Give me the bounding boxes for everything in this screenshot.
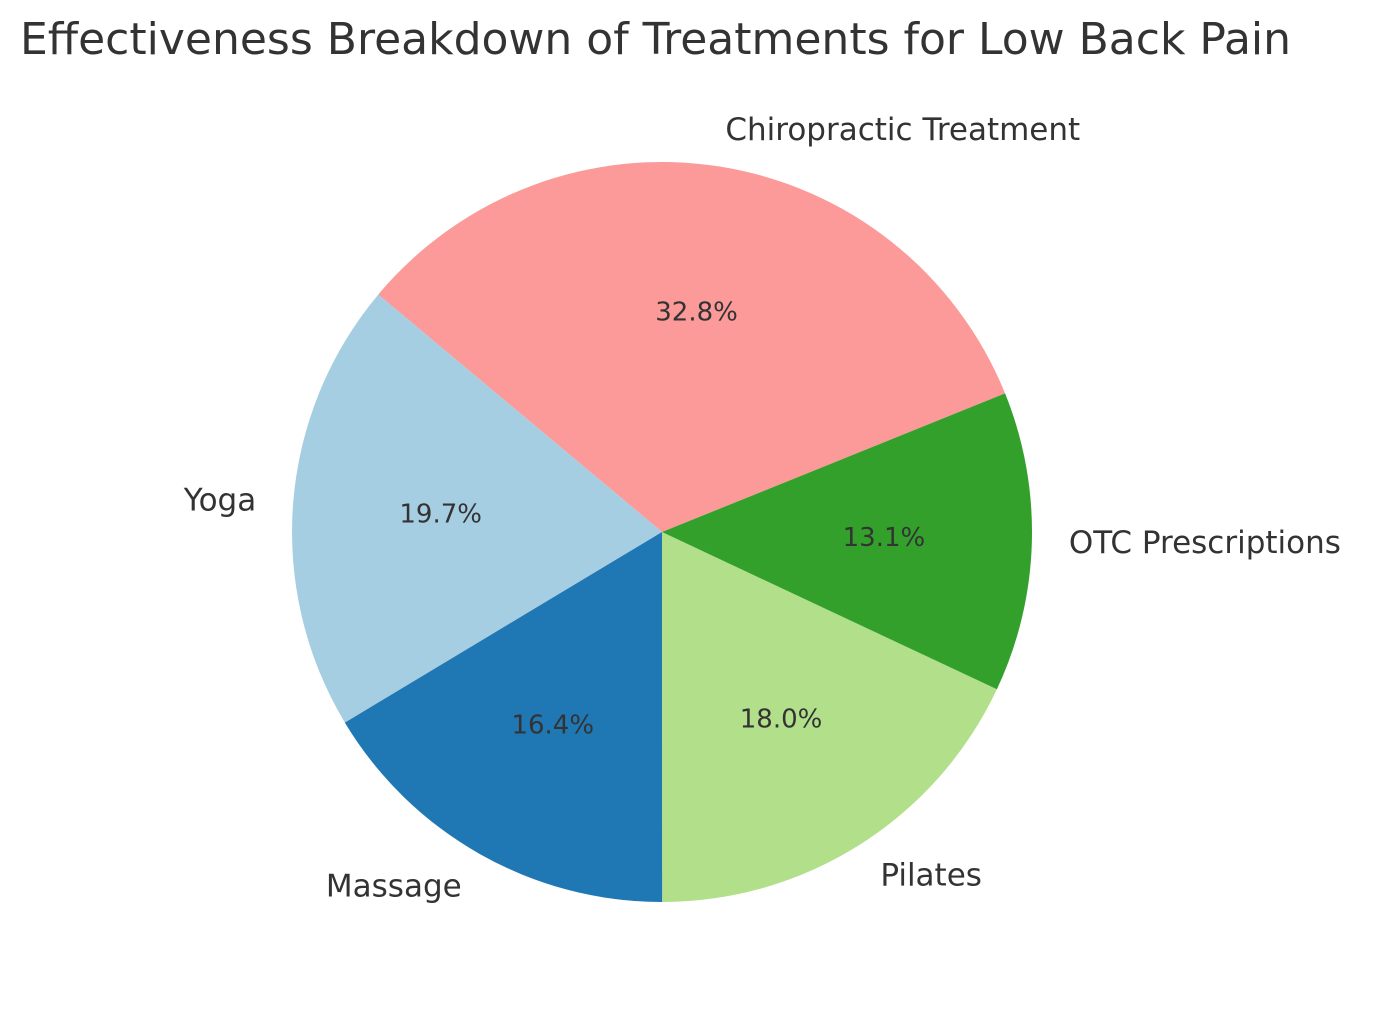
category-label-yoga: Yoga xyxy=(183,482,256,518)
percent-label-massage: 16.4% xyxy=(511,710,594,740)
category-label-otc-prescriptions: OTC Prescriptions xyxy=(1069,525,1341,561)
category-label-chiropractic-treatment: Chiropractic Treatment xyxy=(725,112,1080,148)
pie-slice-pilates xyxy=(662,532,997,902)
percent-label-pilates: 18.0% xyxy=(740,704,823,734)
pie-slice-massage xyxy=(344,532,663,903)
percent-label-otc-prescriptions: 13.1% xyxy=(843,523,926,553)
percent-label-chiropractic-treatment: 32.8% xyxy=(655,298,738,328)
percent-label-yoga: 19.7% xyxy=(399,500,482,530)
pie-slice-yoga xyxy=(291,294,662,723)
pie-slice-otc-prescriptions xyxy=(662,393,1032,690)
chart-title: Effectiveness Breakdown of Treatments fo… xyxy=(20,14,1291,65)
percent-labels: 32.8% 19.7% 16.4% 18.0% 13.1% xyxy=(399,298,925,741)
pie-slice-chiropractic-treatment xyxy=(378,162,1006,532)
category-label-massage: Massage xyxy=(326,868,462,904)
category-label-pilates: Pilates xyxy=(880,857,982,893)
category-labels: Chiropractic Treatment Yoga Massage Pilates… xyxy=(183,112,1341,904)
pie-slices xyxy=(291,162,1032,903)
